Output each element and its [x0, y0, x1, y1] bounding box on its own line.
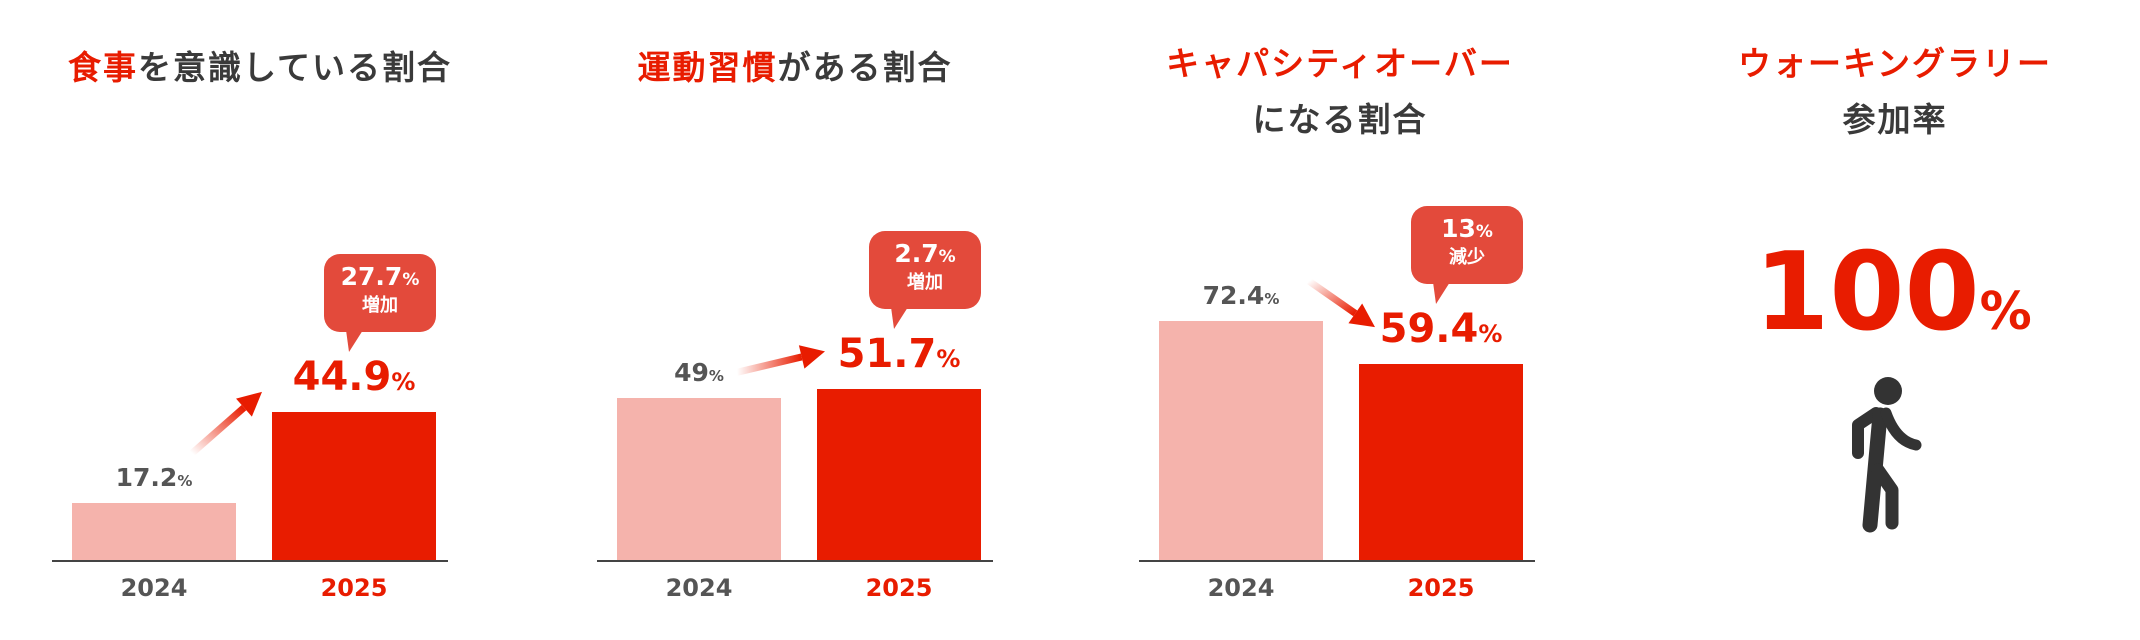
data-label-unit: % [391, 367, 416, 396]
data-label: 49% [674, 358, 724, 387]
change-value: 2.7% [894, 239, 956, 269]
change-bubble: 2.7% 増加 [869, 231, 981, 330]
change-bubble: 27.7% 増加 [324, 253, 436, 352]
x-tick-label: 2025 [320, 574, 388, 602]
title-text: になる割合 [1252, 100, 1428, 139]
change-value: 13% [1441, 213, 1493, 243]
bar-2024 [617, 398, 781, 560]
title-text: 参加率 [1842, 100, 1948, 139]
x-tick-label: 2024 [1207, 574, 1275, 602]
change-label: 増加 [362, 294, 398, 316]
trend-arrow-head-icon [798, 345, 825, 369]
title-text: がある割合 [777, 48, 953, 87]
data-label: 51.7% [838, 331, 961, 377]
data-label-unit: % [1264, 290, 1280, 309]
change-label: 減少 [1449, 246, 1485, 268]
x-tick-label: 2024 [665, 574, 733, 602]
data-label-value: 59.4 [1379, 305, 1479, 352]
bar-2025 [272, 411, 436, 560]
trend-arrow-shaft [736, 353, 803, 376]
bar-2025 [1359, 363, 1523, 560]
x-tick-label: 2025 [1407, 574, 1475, 602]
x-axis-line [597, 560, 993, 562]
participation-rate: 100% [1754, 230, 2032, 355]
data-label-value: 72.4 [1202, 281, 1265, 311]
title-highlight: ウォーキングラリー [1737, 44, 2052, 83]
data-label: 44.9% [293, 354, 416, 400]
walking-person-icon [1852, 377, 1922, 533]
title-text: を意識している割合 [137, 48, 452, 87]
trend-arrow-head-icon [1348, 303, 1375, 328]
data-label-value: 44.9 [292, 353, 392, 400]
panel-2-title: 運動習慣がある割合 [580, 40, 1010, 96]
x-axis-line [52, 560, 448, 562]
trend-arrow-shaft [189, 405, 247, 456]
data-label-unit: % [936, 345, 961, 374]
data-label-unit: % [1478, 319, 1503, 348]
trend-arrow-head-icon [236, 391, 262, 417]
title-highlight: キャパシティオーバー [1166, 44, 1514, 83]
x-axis-line [1139, 560, 1535, 562]
data-label-value: 51.7 [837, 331, 937, 378]
bar-2025 [817, 389, 981, 560]
panel-4-title: ウォーキングラリー 参加率 [1680, 36, 2110, 148]
data-label: 72.4% [1203, 281, 1280, 310]
data-label-unit: % [708, 367, 724, 386]
participation-unit: % [1979, 282, 2032, 342]
change-value: 27.7% [340, 261, 420, 291]
data-label-value: 17.2 [115, 463, 178, 493]
title-highlight: 運動習慣 [637, 48, 778, 87]
data-label: 59.4% [1380, 306, 1503, 352]
change-label: 増加 [907, 272, 943, 294]
data-label-unit: % [177, 472, 193, 491]
trend-arrow-shaft [1306, 278, 1358, 317]
bar-2024 [72, 503, 236, 560]
participation-value: 100 [1754, 230, 1980, 355]
title-highlight: 食事 [67, 48, 138, 87]
x-tick-label: 2025 [865, 574, 933, 602]
bar-2024 [1159, 321, 1323, 560]
data-label-value: 49 [674, 358, 709, 388]
x-tick-label: 2024 [120, 574, 188, 602]
panel-3-title: キャパシティオーバー になる割合 [1120, 36, 1560, 148]
panel-1-title: 食事を意識している割合 [40, 40, 480, 96]
change-bubble: 13% 減少 [1411, 205, 1523, 304]
data-label: 17.2% [116, 463, 193, 492]
